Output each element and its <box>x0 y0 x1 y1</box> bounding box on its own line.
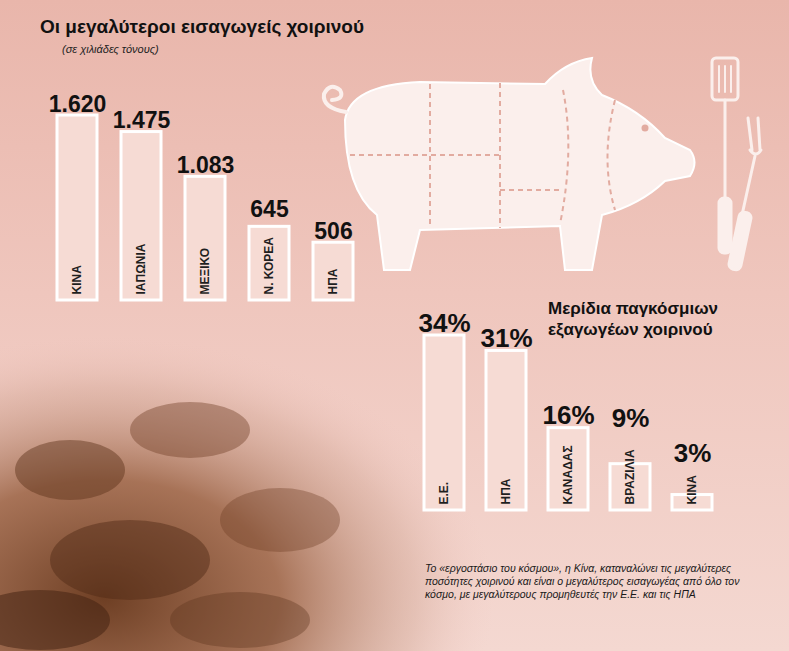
svg-text:31%: 31% <box>480 323 532 353</box>
svg-text:ΒΡΑΖΙΛΙΑ: ΒΡΑΖΙΛΙΑ <box>623 449 637 504</box>
html-text:(σε χιλιάδες τόνους): (σε χιλιάδες τόνους) <box>62 43 159 55</box>
svg-text:Ν. ΚΟΡΕΑ: Ν. ΚΟΡΕΑ <box>262 237 276 295</box>
svg-text:ΗΠΑ: ΗΠΑ <box>326 268 340 294</box>
svg-text:3%: 3% <box>674 438 712 468</box>
svg-text:ΚΙΝΑ: ΚΙΝΑ <box>685 475 699 505</box>
svg-text:34%: 34% <box>418 308 470 338</box>
svg-text:Ε.Ε.: Ε.Ε. <box>437 482 451 505</box>
svg-text:1.620: 1.620 <box>49 91 107 117</box>
svg-text:ΚΙΝΑ: ΚΙΝΑ <box>70 265 84 295</box>
svg-text:506: 506 <box>314 218 352 244</box>
svg-text:9%: 9% <box>612 403 650 433</box>
svg-text:1.475: 1.475 <box>113 107 171 133</box>
svg-text:ΜΕΞΙΚΟ: ΜΕΞΙΚΟ <box>198 248 212 295</box>
html-text:Οι μεγαλύτεροι εισαγωγείς χοιρ: Οι μεγαλύτεροι εισαγωγείς χοιρινού <box>40 16 364 37</box>
html-text:Το «εργοστάσιο του κόσμου», η: Το «εργοστάσιο του κόσμου», η Κίνα, κατα… <box>425 562 740 600</box>
svg-text:ΙΑΠΩΝΙΑ: ΙΑΠΩΝΙΑ <box>134 243 148 294</box>
svg-text:ΗΠΑ: ΗΠΑ <box>499 478 513 504</box>
svg-text:16%: 16% <box>542 400 594 430</box>
html-text:Μερίδια παγκόσμιων εξαγωγέων χ: Μερίδια παγκόσμιων εξαγωγέων χοιρινού <box>548 299 718 339</box>
svg-text:1.083: 1.083 <box>177 152 235 178</box>
svg-text:645: 645 <box>250 196 289 222</box>
svg-text:ΚΑΝΑΔΑΣ: ΚΑΝΑΔΑΣ <box>561 445 575 504</box>
